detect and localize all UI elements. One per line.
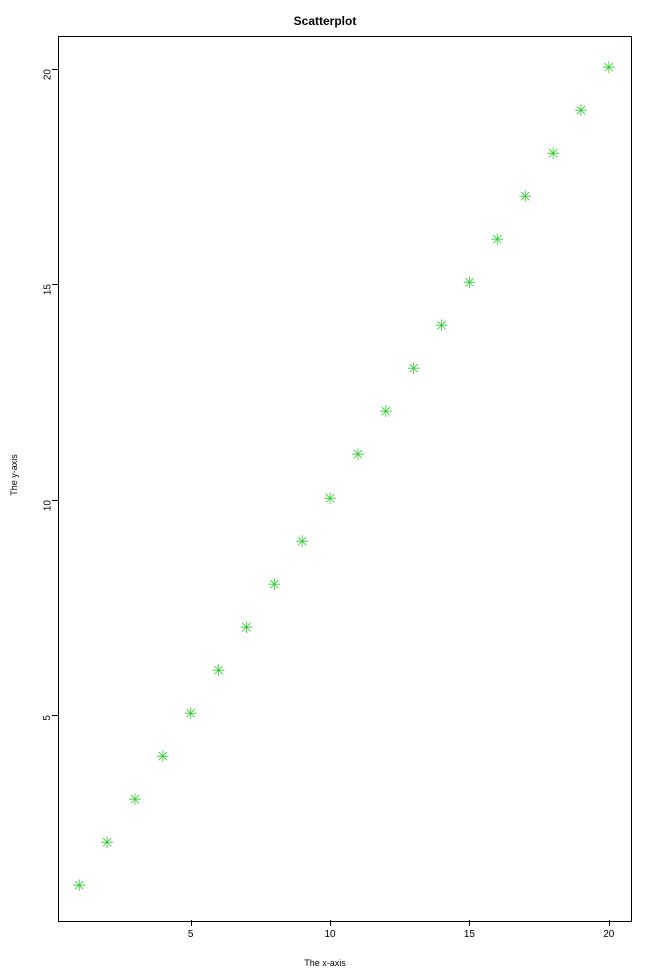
data-point: ✳ [72, 879, 85, 895]
data-point: ✳ [212, 664, 225, 680]
x-tick-label: 5 [188, 929, 194, 940]
data-point: ✳ [602, 61, 615, 77]
x-tick-mark [469, 920, 470, 926]
data-point: ✳ [463, 276, 476, 292]
data-point: ✳ [268, 578, 281, 594]
data-point: ✳ [546, 147, 559, 163]
data-point: ✳ [435, 319, 448, 335]
x-tick-mark [191, 920, 192, 926]
plot-area [58, 36, 632, 922]
data-point: ✳ [184, 707, 197, 723]
y-axis-label: The y-axis [9, 425, 19, 525]
y-tick-label: 20 [43, 69, 54, 80]
data-point: ✳ [518, 190, 531, 206]
data-point: ✳ [407, 362, 420, 378]
y-tick-label: 15 [43, 284, 54, 295]
y-tick-label: 5 [43, 715, 54, 721]
data-point: ✳ [156, 750, 169, 766]
x-tick-label: 15 [464, 929, 475, 940]
x-tick-label: 10 [324, 929, 335, 940]
data-point: ✳ [379, 405, 392, 421]
data-point: ✳ [100, 836, 113, 852]
data-point: ✳ [240, 621, 253, 637]
x-axis-label: The x-axis [0, 958, 650, 968]
data-point: ✳ [128, 793, 141, 809]
x-tick-mark [330, 920, 331, 926]
data-point: ✳ [491, 233, 504, 249]
data-point: ✳ [323, 492, 336, 508]
scatterplot-figure: Scatterplot The x-axis The y-axis 5 10 15 2… [0, 0, 650, 977]
data-point: ✳ [295, 535, 308, 551]
data-point: ✳ [574, 104, 587, 120]
chart-title: Scatterplot [0, 14, 650, 28]
data-point: ✳ [351, 448, 364, 464]
x-tick-label: 20 [603, 929, 614, 940]
y-tick-label: 10 [43, 500, 54, 511]
x-tick-mark [609, 920, 610, 926]
